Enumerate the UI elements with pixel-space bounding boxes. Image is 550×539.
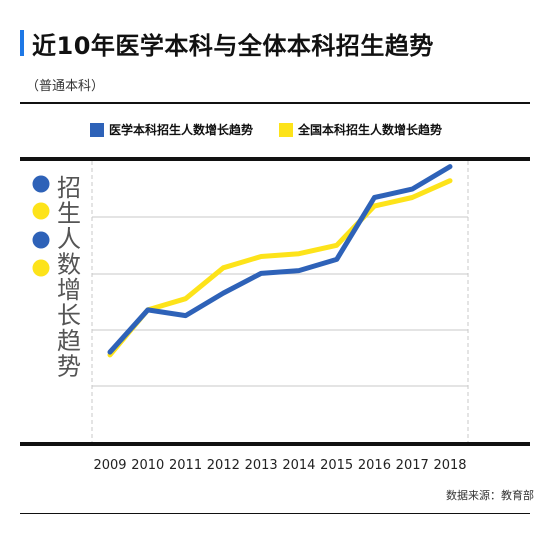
x-tick-label-2017: 2017 [396, 458, 429, 473]
x-tick-label-2018: 2018 [433, 458, 466, 473]
side-label-char-6: 长 [57, 302, 81, 330]
legend-label-overall: 全国本科招生人数增长趋势 [298, 123, 443, 137]
side-label-char-8: 势 [57, 353, 81, 381]
legend-label-medical: 医学本科招生人数增长趋势 [109, 123, 254, 137]
footer-divider [20, 513, 530, 514]
series-line-overall [107, 178, 453, 358]
side-label-char-4: 数 [57, 251, 81, 279]
x-tick-label-2016: 2016 [358, 458, 391, 473]
chart-top-rule [20, 157, 530, 161]
series-line-medical [107, 164, 453, 355]
side-dot-4 [32, 259, 50, 277]
data-source: 数据来源：教育部 [446, 489, 534, 502]
header-divider [20, 102, 530, 104]
legend-swatch-overall [279, 123, 293, 137]
x-tick-label-2015: 2015 [320, 458, 353, 473]
side-dot-3 [32, 231, 50, 249]
chart-legend: 医学本科招生人数增长趋势 全国本科招生人数增长趋势 [0, 120, 550, 140]
x-tick-label-2011: 2011 [169, 458, 202, 473]
side-dot-2 [32, 202, 50, 220]
side-label-char-2: 生 [57, 200, 81, 228]
chart-bottom-rule [20, 442, 530, 446]
x-tick-label-2013: 2013 [245, 458, 278, 473]
side-label-char-3: 人 [57, 225, 81, 253]
x-tick-label-2014: 2014 [282, 458, 315, 473]
legend-swatch-medical [90, 123, 104, 137]
side-dot-1 [32, 175, 50, 193]
side-label-char-7: 趋 [57, 327, 81, 355]
page-subtitle: （普通本科） [26, 79, 105, 94]
side-label-char-1: 招 [57, 174, 81, 202]
x-tick-label-2010: 2010 [131, 458, 164, 473]
x-tick-label-2009: 2009 [93, 458, 126, 473]
page-title: 近10年医学本科与全体本科招生趋势 [32, 32, 434, 60]
title-accent-bar [20, 30, 24, 56]
x-tick-label-2012: 2012 [207, 458, 240, 473]
side-label-char-5: 增 [57, 276, 81, 304]
